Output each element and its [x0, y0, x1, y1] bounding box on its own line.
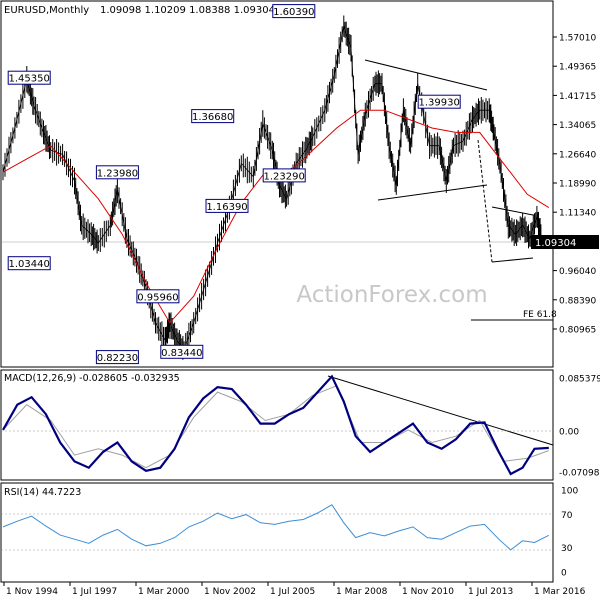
price-y-tick-label: 1.57010 — [559, 34, 596, 44]
price-y-tick-label: 1.26640 — [559, 150, 596, 160]
macd-y-tick-label: 0.085379 — [559, 375, 600, 385]
current-price-tag — [531, 235, 599, 249]
macd-y-tick-label: 0.00 — [559, 428, 579, 438]
annotation-label: 0.95960 — [137, 292, 178, 303]
annotation-box — [262, 168, 306, 183]
rsi-y-tick-label: 30 — [561, 544, 573, 554]
price-y-axis: 1.57010 1.49365 1.41715 1.34065 1.26640 1.189… — [553, 34, 596, 336]
annotation-label: 1.03440 — [9, 259, 50, 270]
annotation-label: 0.82230 — [97, 353, 138, 364]
price-trendlines — [1, 59, 553, 321]
annotation-label: 1.16390 — [206, 202, 247, 213]
price-annotations-group: 1.45350 1.23980 1.03440 0.95960 0.82230 0.834… — [7, 4, 461, 365]
trendline-flag-lower — [491, 257, 534, 263]
price-y-tick-label: 1.49365 — [559, 63, 596, 73]
annotation-box — [95, 350, 139, 365]
annotation-box — [191, 109, 235, 124]
chart-ohlc: 1.09098 1.10209 1.08388 1.09304 — [100, 5, 275, 16]
macd-title: MACD(12,26,9) -0.028605 -0.032935 — [4, 373, 180, 384]
annotation-box — [272, 4, 316, 19]
macd-y-tick-label: -0.070989 — [559, 469, 600, 479]
price-y-tick-label: 1.18990 — [559, 180, 596, 190]
annotation-box — [7, 70, 51, 85]
price-y-tick-label: 1.34065 — [559, 121, 596, 131]
x-tick-label: 1 Jul 2013 — [468, 587, 513, 597]
x-tick-label: 1 Mar 2008 — [336, 587, 388, 597]
annotation-label: 1.36680 — [192, 112, 233, 123]
rsi-y-tick-label: 100 — [561, 487, 578, 497]
rsi-y-axis: 100 70 30 0 — [561, 487, 578, 579]
macd-line — [2, 374, 549, 476]
fe-label: FE 61.8 — [523, 310, 557, 320]
macd-trendline — [327, 375, 554, 446]
macd-y-axis: 0.085379 0.00 -0.070989 — [559, 375, 600, 479]
annotation-label: 1.23980 — [97, 168, 138, 179]
watermark: ActionForex.com — [296, 282, 487, 308]
trendline-flag-upper — [491, 206, 534, 216]
rsi-y-tick-label: 70 — [561, 511, 573, 521]
rsi-line — [2, 504, 550, 551]
current-price-label: 1.09304 — [535, 238, 576, 249]
trendline-lower-triangle — [377, 184, 488, 201]
annotation-label: 1.45350 — [9, 74, 50, 85]
x-axis: 1 Nov 1994 1 Jul 1997 1 Mar 2000 1 Nov 2002… — [3, 582, 586, 597]
price-y-tick-label: 0.88390 — [559, 296, 596, 306]
trendline-upper-triangle — [364, 59, 488, 91]
annotation-label: 1.60390 — [273, 7, 314, 18]
trendline-flag-dashed — [477, 139, 493, 263]
rsi-series-group — [2, 504, 550, 551]
price-y-tick-label: 0.80965 — [559, 326, 596, 336]
annotation-box — [136, 289, 180, 304]
annotation-label: 1.23290 — [264, 171, 305, 182]
x-tick-label: 1 Nov 2002 — [204, 587, 256, 597]
annotation-label: 0.83440 — [161, 348, 202, 359]
price-y-tick-label: 1.11340 — [559, 209, 596, 219]
x-tick-label: 1 Nov 1994 — [6, 587, 58, 597]
price-y-tick-label: 1.41715 — [559, 92, 596, 102]
annotation-box — [417, 94, 461, 109]
x-tick-label: 1 Jul 2005 — [270, 587, 315, 597]
rsi-y-tick-label: 0 — [561, 569, 567, 579]
rsi-panel-frame — [0, 482, 554, 583]
price-y-tick-label: 0.96040 — [559, 267, 596, 277]
annotation-box — [7, 256, 51, 271]
x-tick-label: 1 Jul 1997 — [72, 587, 117, 597]
chart-symbol: EURUSD,Monthly — [4, 5, 89, 16]
price-series-line — [2, 24, 543, 351]
annotation-box — [205, 198, 249, 213]
annotation-label: 1.39930 — [419, 98, 460, 109]
annotation-box — [95, 165, 139, 180]
price-series-group — [2, 15, 550, 360]
x-tick-label: 1 Nov 2010 — [402, 587, 454, 597]
annotation-box — [160, 344, 204, 359]
x-tick-label: 1 Mar 2016 — [534, 587, 586, 597]
rsi-title: RSI(14) 44.7223 — [4, 487, 81, 498]
x-tick-label: 1 Mar 2000 — [138, 587, 190, 597]
macd-series-group — [2, 374, 549, 476]
